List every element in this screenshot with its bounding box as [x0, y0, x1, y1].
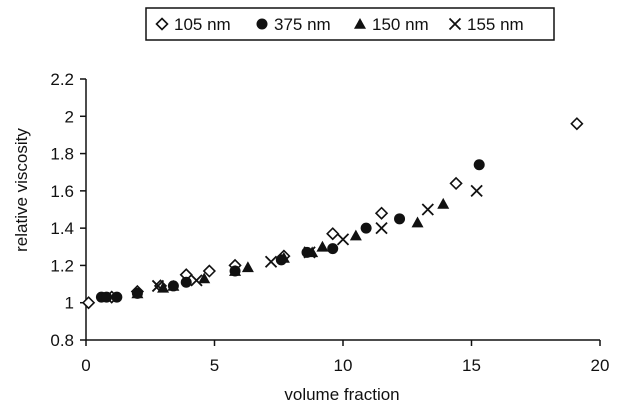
data-point: [360, 222, 372, 234]
data-point: [336, 233, 350, 246]
data-point: [131, 287, 144, 299]
data-point: [375, 222, 388, 235]
data-point: [202, 264, 216, 278]
data-point: [437, 197, 450, 209]
legend-item: 155 nm: [448, 15, 524, 34]
data-point: [111, 291, 123, 303]
y-tick-label: 1.4: [50, 219, 74, 238]
y-tick-label: 2: [65, 107, 74, 126]
data-point: [327, 243, 339, 255]
x-tick-label: 20: [591, 356, 610, 375]
data-point: [190, 274, 203, 287]
series-155-nm: [151, 184, 483, 293]
legend-item: 150 nm: [354, 15, 429, 34]
data-point: [229, 265, 242, 276]
data-point: [421, 203, 434, 216]
x-tick-label: 10: [334, 356, 353, 375]
data-point: [449, 176, 463, 191]
y-axis-title: relative viscosity: [12, 128, 31, 252]
data-point: [101, 291, 113, 303]
data-point: [264, 255, 278, 268]
legend: 105 nm 375 nm 150 nm 155 nm: [145, 7, 555, 41]
data-point: [326, 227, 340, 241]
data-point: [303, 246, 316, 259]
data-point: [411, 216, 424, 228]
legend-label: 105 nm: [174, 15, 231, 34]
y-tick-label: 2.2: [50, 70, 74, 89]
data-point: [241, 261, 254, 273]
data-point: [306, 246, 319, 258]
data-point: [349, 229, 362, 241]
x-tick-label: 15: [462, 356, 481, 375]
legend-box: [145, 7, 555, 41]
legend-label: 155 nm: [467, 15, 524, 34]
x-tick-label: 5: [210, 356, 219, 375]
data-point: [198, 272, 211, 284]
series-150-nm: [131, 197, 450, 299]
data-point: [374, 206, 389, 220]
x-axis-title: volume fraction: [284, 385, 399, 404]
data-point: [167, 279, 180, 291]
legend-label: 150 nm: [372, 15, 429, 34]
data-point: [180, 276, 192, 288]
y-tick-label: 0.8: [50, 331, 74, 350]
legend-marker: [354, 18, 366, 29]
legend-item: 105 nm: [155, 15, 231, 34]
legend-marker: [448, 17, 462, 31]
series-105-nm: [81, 117, 584, 310]
data-point: [473, 159, 485, 171]
data-point: [570, 117, 584, 131]
y-tick-label: 1.6: [50, 182, 74, 201]
legend-label: 375 nm: [274, 15, 331, 34]
legend-marker: [256, 18, 268, 30]
data-point: [157, 281, 170, 293]
data-point: [394, 213, 406, 225]
legend-marker: [155, 17, 169, 31]
legend-item: 375 nm: [256, 15, 331, 34]
data-point: [316, 240, 329, 252]
x-tick-label: 0: [81, 356, 90, 375]
y-tick-label: 1.8: [50, 145, 74, 164]
y-tick-label: 1: [65, 294, 74, 313]
y-tick-label: 1.2: [50, 256, 74, 275]
data-point: [277, 251, 290, 263]
data-point: [470, 184, 483, 197]
data-point: [81, 296, 96, 310]
data-point: [151, 279, 165, 293]
